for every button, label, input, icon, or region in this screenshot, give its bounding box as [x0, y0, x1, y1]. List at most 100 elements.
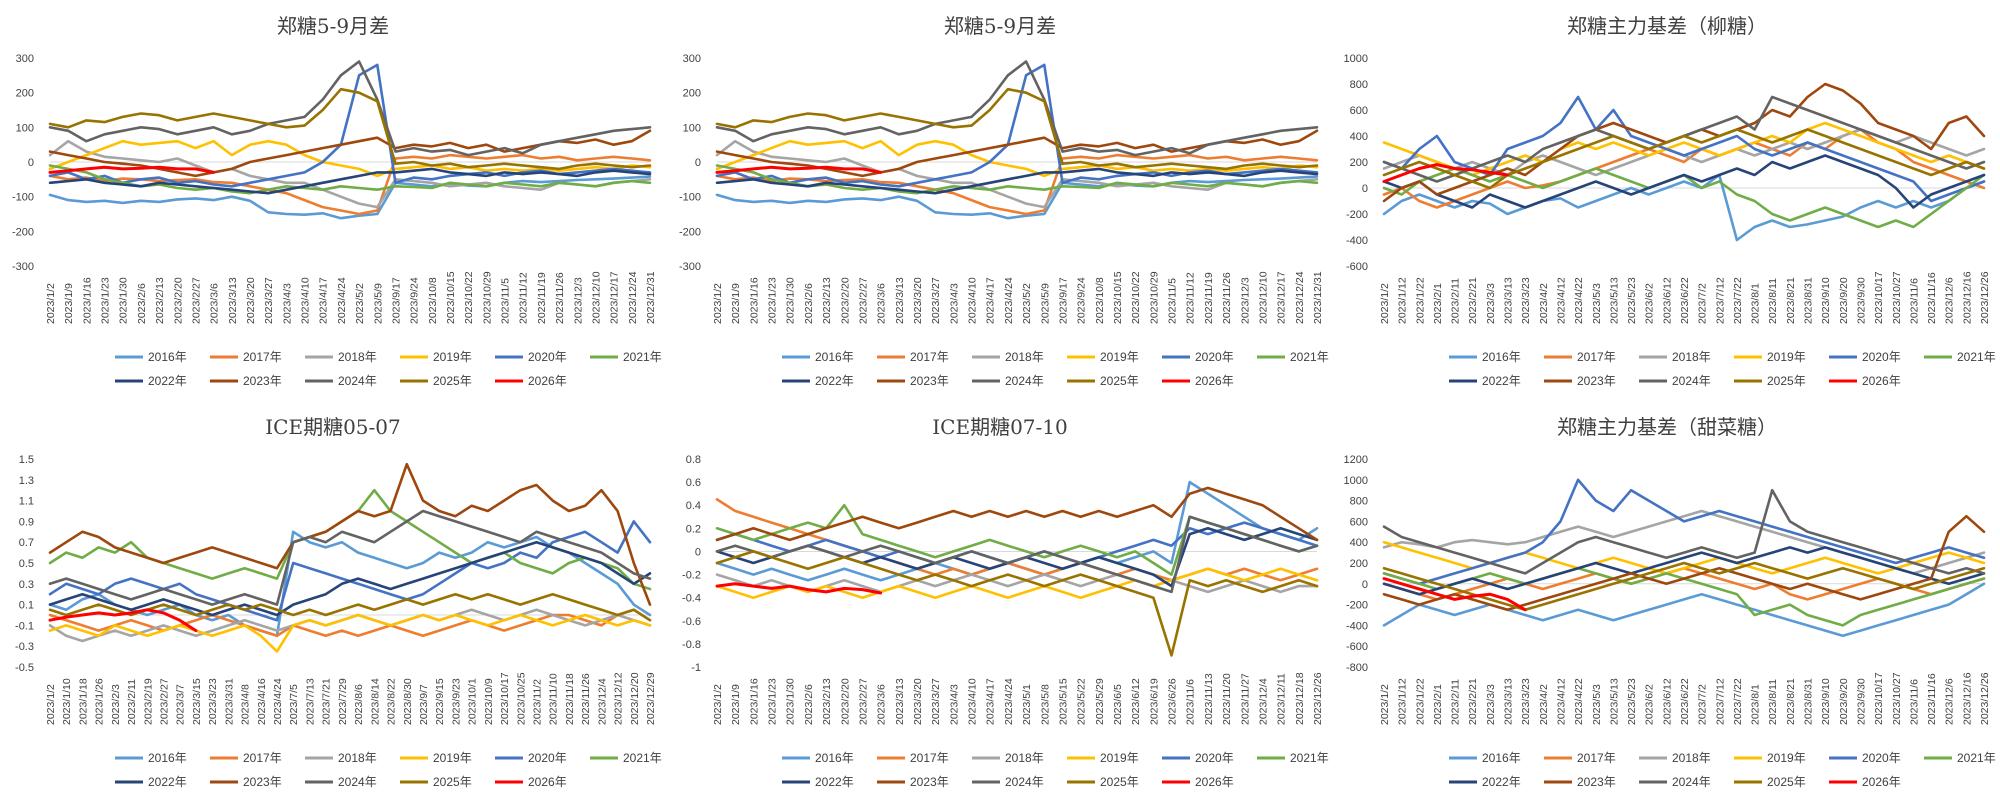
series-line-2017年 — [715, 153, 1319, 216]
legend-label: 2023年 — [1577, 775, 1616, 789]
y-tick-label: 0 — [28, 157, 34, 169]
series-line-2026年 — [1382, 577, 1527, 612]
legend-label: 2021年 — [623, 350, 662, 364]
x-tick-label: 2023/2/13 — [821, 678, 833, 725]
x-tick-label: 2023/4/3 — [948, 283, 960, 324]
legend-label: 2025年 — [1767, 775, 1806, 789]
x-tick-label: 2023/12/16 — [1961, 271, 1973, 324]
x-tick-label: 2023/10/27 — [1891, 271, 1903, 324]
x-tick-label: 2023/6/12 — [1661, 277, 1673, 324]
x-tick-label: 2023/10/25 — [515, 672, 527, 725]
x-tick-label: 2023/3/23 — [1520, 678, 1532, 725]
legend-label: 2018年 — [1672, 350, 1711, 364]
x-tick-label: 2023/7/12 — [1714, 678, 1726, 725]
legend-label: 2025年 — [1100, 374, 1139, 388]
x-tick-label: 2023/3/20 — [912, 678, 924, 725]
x-tick-label: 2023/3/31 — [223, 678, 235, 725]
x-tick-label: 2023/11/20 — [1221, 673, 1233, 725]
y-tick-label: -100 — [12, 192, 34, 204]
x-tick-label: 2023/12/4 — [596, 678, 608, 725]
x-tick-label: 2023/11/5 — [500, 278, 512, 324]
chart-panel-3: 郑糖主力基差（柳糖） 1000 800 600 400 200 0 -200 -400 -600 2… — [1334, 0, 2000, 401]
y-tick-label: 800 — [1350, 79, 1368, 91]
x-tick-label: 2023/1/9 — [63, 283, 75, 324]
y-tick-label: 0.6 — [686, 477, 701, 489]
legend-label: 2024年 — [338, 775, 377, 789]
legend-label: 2025年 — [433, 374, 472, 388]
y-tick-label: 1000 — [1344, 475, 1368, 487]
x-tick-label: 2023/4/12 — [1555, 678, 1567, 725]
x-tick-label: 2023/6/22 — [1679, 277, 1691, 324]
x-tick-label: 2023/5/8 — [1039, 684, 1051, 725]
y-tick-label: -0.2 — [682, 570, 701, 582]
y-tick-label: 400 — [1350, 537, 1368, 549]
x-tick-label: 2023/11/6 — [1185, 679, 1197, 725]
x-tick-label: 2023/2/21 — [1467, 277, 1479, 324]
x-tick-label: 2023/12/18 — [1294, 672, 1306, 725]
x-tick-label: 2023/11/26 — [554, 272, 566, 324]
x-tick-label: 2023/3/27 — [263, 277, 275, 324]
x-tick-label: 2023/1/12 — [1397, 277, 1409, 324]
x-tick-label: 2023/9/7 — [418, 684, 430, 725]
x-tick-label: 2023/1/2 — [1379, 283, 1391, 324]
x-tick-label: 2023/9/20 — [1838, 678, 1850, 725]
y-tick-label: 300 — [683, 53, 701, 65]
y-tick-label: -600 — [1346, 261, 1368, 273]
y-tick-label: -200 — [12, 226, 34, 238]
legend-label: 2023年 — [243, 775, 282, 789]
x-tick-label: 2023/6/12 — [1661, 678, 1673, 725]
y-tick-label: -0.1 — [15, 620, 34, 632]
x-tick-label: 2023/12/16 — [1961, 672, 1973, 725]
x-tick-label: 2023/8/6 — [353, 684, 365, 725]
x-tick-label: 2023/6/2 — [1644, 283, 1656, 324]
series-line-2024年 — [48, 60, 652, 157]
x-tick-label: 2023/8/30 — [402, 678, 414, 725]
x-tick-label: 2023/9/24 — [1076, 277, 1088, 324]
y-tick-label: 0 — [1362, 579, 1368, 591]
x-tick-label: 2023/10/17 — [1873, 271, 1885, 324]
legend-label: 2021年 — [1290, 350, 1329, 364]
x-tick-label: 2023/8/31 — [1803, 678, 1815, 725]
x-tick-label: 2023/12/10 — [590, 271, 602, 324]
chart-svg-6: 郑糖主力基差（甜菜糖） 1200 1000 800 600 400 200 0 -200 -400… — [1344, 415, 1996, 789]
series-line-2018年 — [48, 139, 652, 209]
y-tick-label: 1.3 — [19, 475, 34, 487]
chart-panel-6: 郑糖主力基差（甜菜糖） 1200 1000 800 600 400 200 0 -200 -400… — [1334, 401, 2000, 802]
x-tick-label: 2023/9/20 — [1838, 277, 1850, 324]
series-line-2026年 — [715, 582, 883, 595]
x-tick-label: 2023/12/6 — [1944, 678, 1956, 725]
x-tick-label: 2023/11/6 — [1908, 278, 1920, 324]
y-tick-label: 0.3 — [19, 579, 34, 591]
legend-label: 2022年 — [148, 374, 187, 388]
x-tick-label: 2023/12/12 — [613, 672, 625, 725]
x-tick-label: 2023/2/27 — [857, 678, 869, 725]
chart-panel-5: ICE期糖07-10 0.8 0.6 0.4 0.2 0 -0.2 -0.4 -0.6 -0.8 -… — [667, 401, 1333, 802]
x-tick-label: 2023/12/31 — [645, 271, 657, 324]
chart-title: 郑糖5-9月差 — [944, 14, 1056, 38]
x-tick-label: 2023/12/31 — [1312, 271, 1324, 324]
legend-label: 2016年 — [148, 751, 187, 765]
chart-svg-2: 郑糖5-9月差 300 200 100 0 -100 -200 -300 2023/1/2 202… — [679, 14, 1329, 388]
legend-label: 2026年 — [528, 775, 567, 789]
chart-svg-3: 郑糖主力基差（柳糖） 1000 800 600 400 200 0 -200 -400 -600 2… — [1344, 14, 1996, 388]
legend-label: 2026年 — [528, 374, 567, 388]
legend-label: 2021年 — [1957, 350, 1996, 364]
x-tick-label: 2023/9/23 — [450, 678, 462, 725]
legend-label: 2023年 — [1577, 374, 1616, 388]
x-tick-label: 2023/3/23 — [207, 678, 219, 725]
chart-svg-4: ICE期糖05-07 1.5 1.3 1.1 0.9 0.7 0.5 0.3 0.1 -0.1 -0… — [15, 415, 662, 789]
y-tick-label: 0 — [695, 546, 701, 558]
x-tick-label: 2023/5/15 — [1057, 678, 1069, 725]
x-tick-label: 2023/10/29 — [481, 271, 493, 324]
x-tick-label: 2023/1/2 — [45, 684, 57, 725]
y-tick-label: 0 — [1362, 183, 1368, 195]
legend-label: 2016年 — [1482, 751, 1521, 765]
legend-label: 2024年 — [1672, 775, 1711, 789]
x-tick-label: 2023/4/22 — [1573, 277, 1585, 324]
legend-label: 2018年 — [338, 751, 377, 765]
x-tick-label: 2023/5/23 — [1626, 678, 1638, 725]
y-tick-label: 600 — [1350, 516, 1368, 528]
series-line-2024年 — [1382, 488, 1986, 575]
x-tick-label: 2023/10/22 — [463, 271, 475, 324]
